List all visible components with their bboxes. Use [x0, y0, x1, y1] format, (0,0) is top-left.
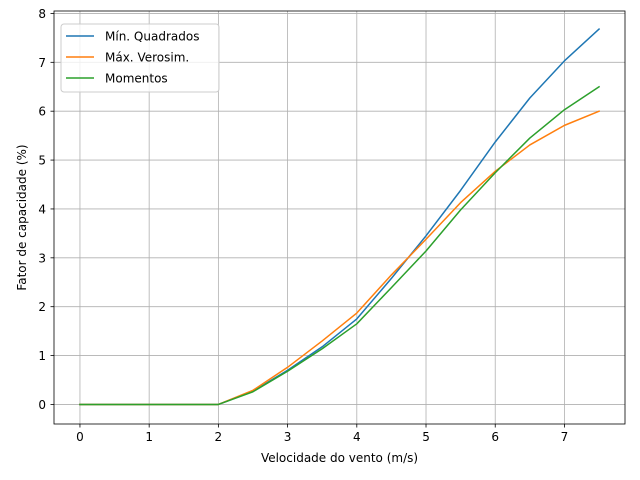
x-tick-label: 5 [422, 430, 430, 444]
y-tick-label: 5 [38, 154, 46, 168]
y-tick-label: 2 [38, 300, 46, 314]
x-axis-ticks: 0 1 2 3 4 5 6 7 [76, 424, 568, 444]
y-tick-label: 6 [38, 105, 46, 119]
x-tick-label: 4 [353, 430, 361, 444]
x-tick-label: 2 [215, 430, 223, 444]
series-lines [79, 28, 601, 406]
legend-label-2: Momentos [105, 72, 168, 86]
x-tick-label: 7 [561, 430, 569, 444]
legend-label-1: Máx. Verosim. [105, 51, 189, 65]
x-tick-label: 3 [284, 430, 292, 444]
y-tick-label: 3 [38, 251, 46, 265]
y-tick-label: 7 [38, 56, 46, 70]
y-axis-label: Fator de capacidade (%) [15, 144, 29, 290]
legend: Mín. Quadrados Máx. Verosim. Momentos [60, 23, 220, 93]
x-tick-label: 6 [491, 430, 499, 444]
x-axis-label: Velocidade do vento (m/s) [261, 451, 418, 465]
legend-label-0: Mín. Quadrados [105, 30, 199, 44]
x-tick-label: 0 [76, 430, 84, 444]
y-tick-label: 1 [38, 349, 46, 363]
y-tick-label: 0 [38, 398, 46, 412]
plot-frame [53, 10, 626, 425]
y-tick-label: 4 [38, 202, 46, 216]
y-axis-ticks: 0 1 2 3 4 5 6 7 8 [38, 7, 54, 412]
x-tick-label: 1 [145, 430, 153, 444]
series-line-2 [79, 85, 601, 406]
y-tick-label: 8 [38, 7, 46, 21]
legend-box [60, 23, 220, 93]
